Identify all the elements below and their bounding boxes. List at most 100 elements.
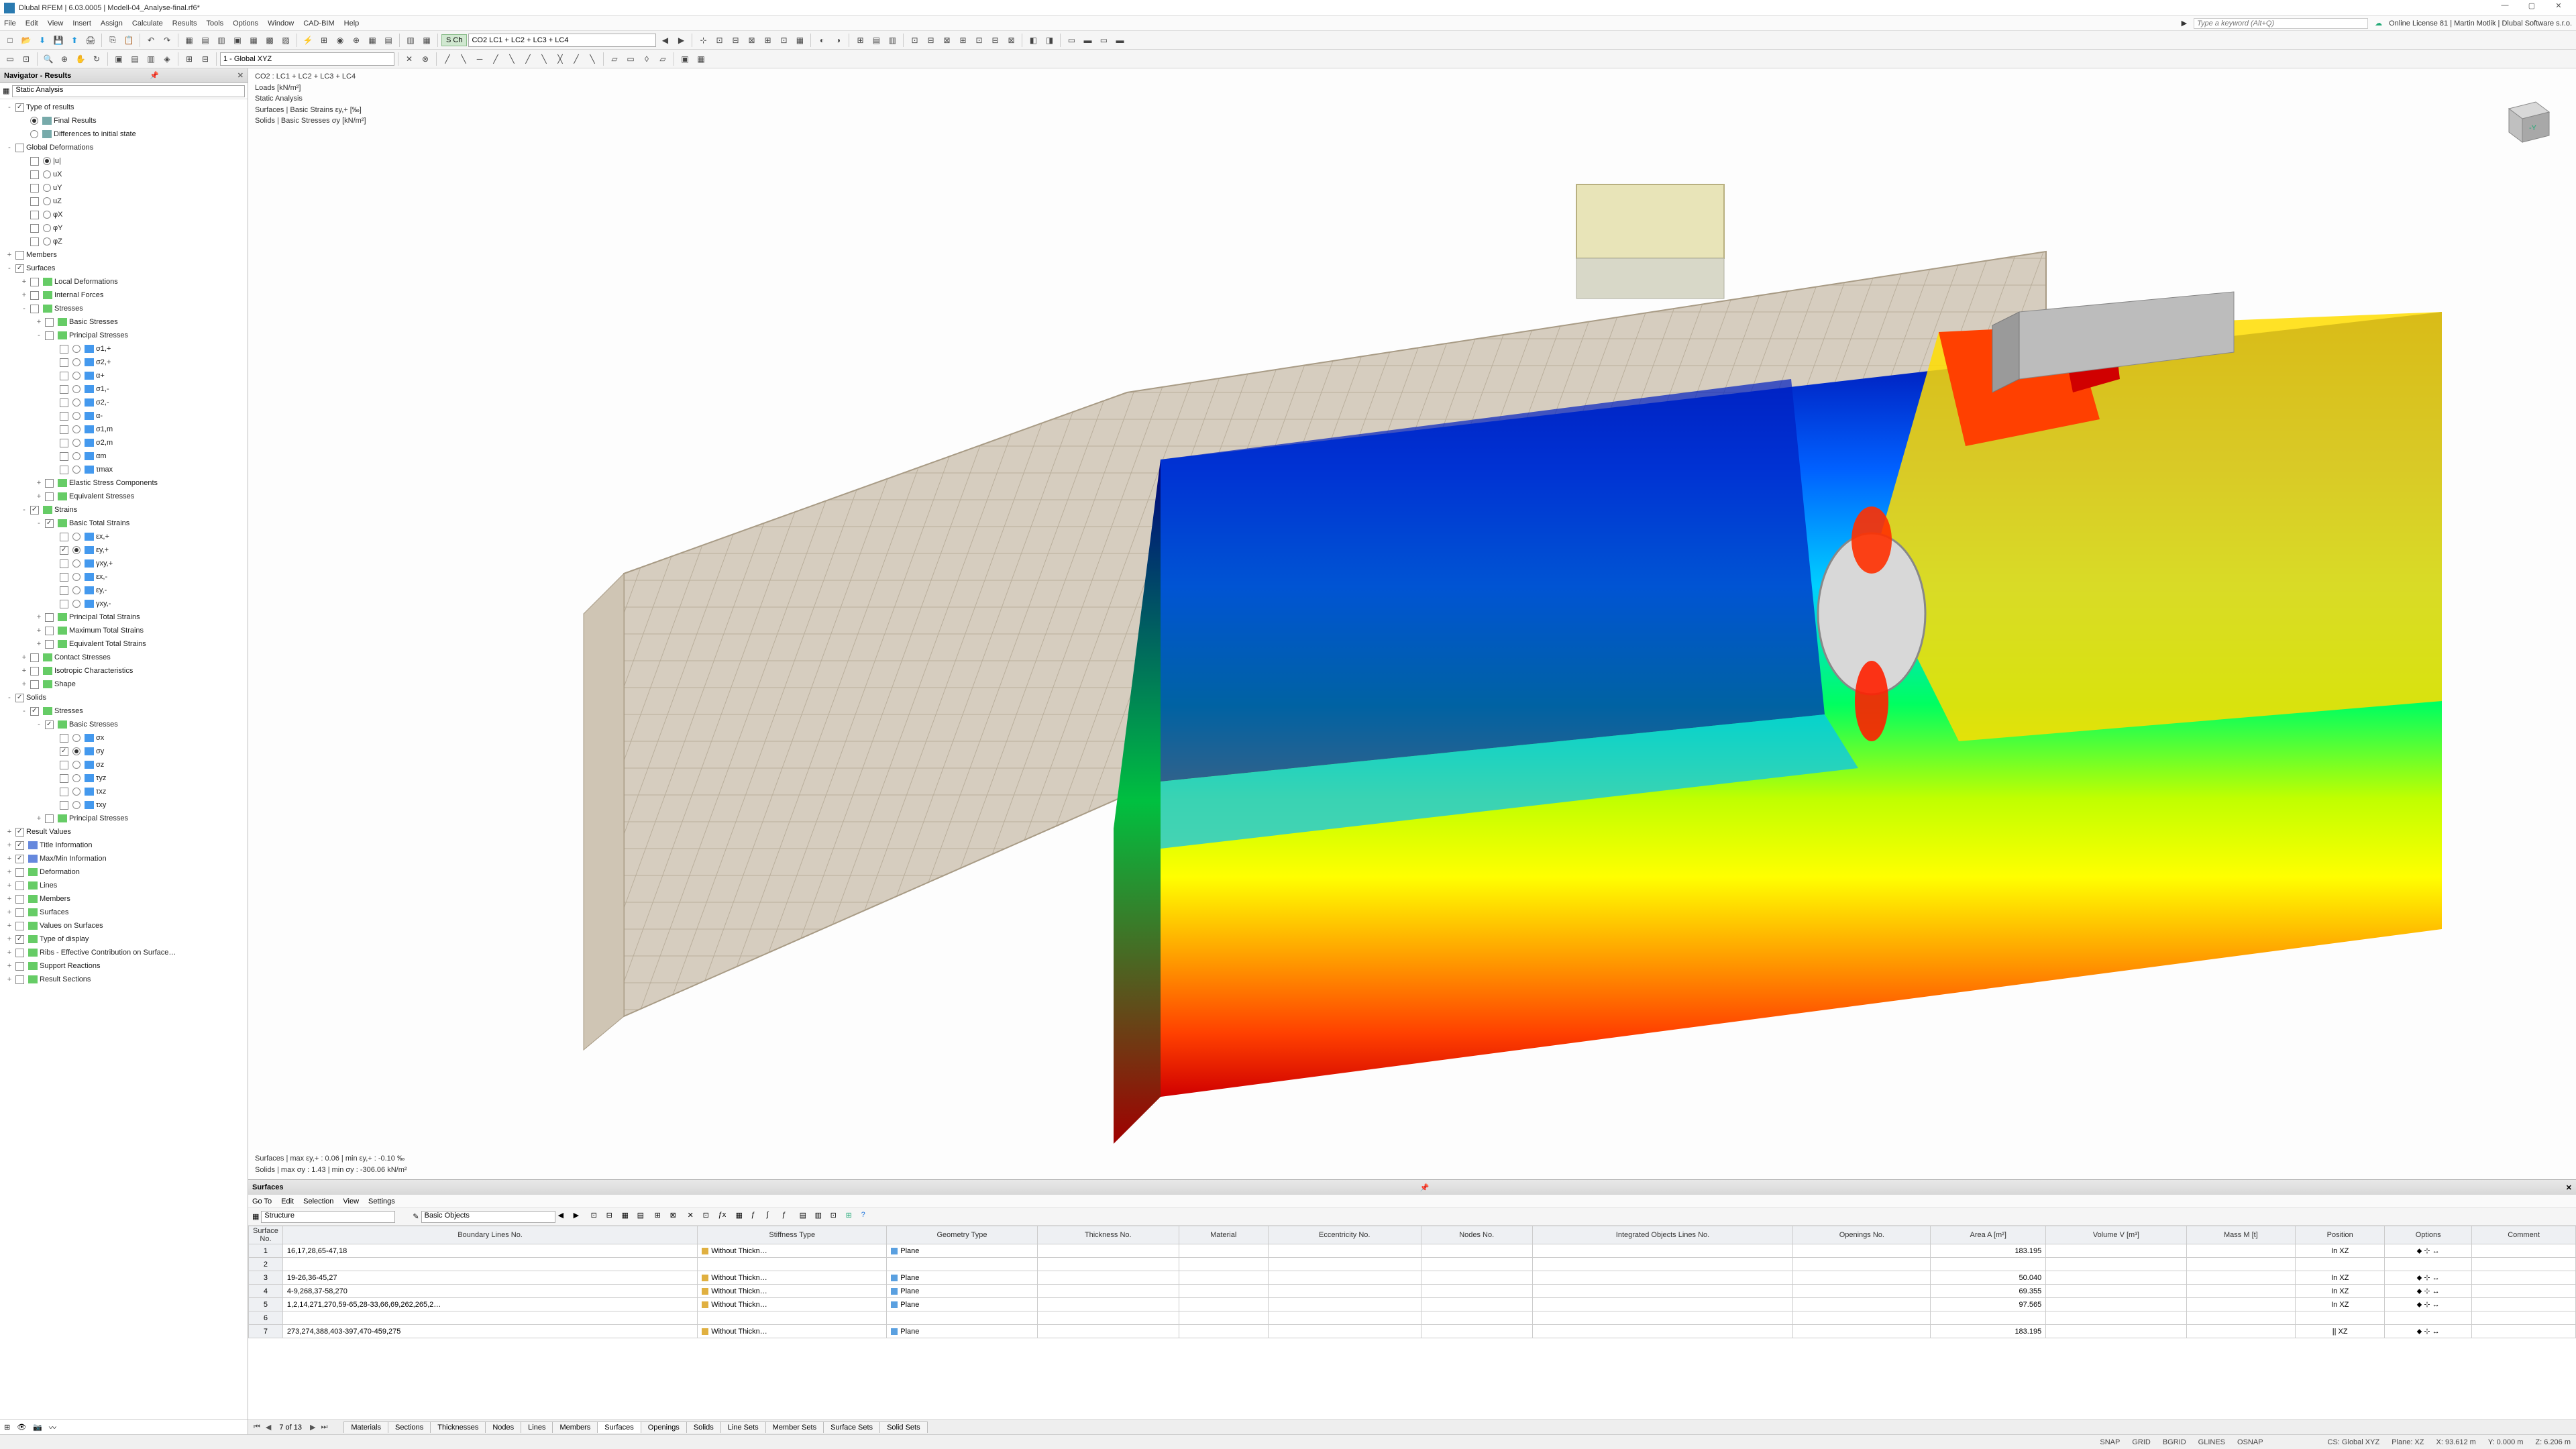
tree-row[interactable]: τxy [0, 798, 248, 812]
nav-tab-icon[interactable]: 📷 [33, 1423, 42, 1432]
delete-icon[interactable]: ✕ [687, 1210, 700, 1224]
menu-item[interactable]: Settings [368, 1197, 395, 1205]
tree-row[interactable]: +Equivalent Total Strains [0, 637, 248, 651]
menu-item[interactable]: File [4, 19, 16, 28]
tool-icon[interactable]: ▦ [792, 33, 807, 48]
bottom-tab[interactable]: Solids [686, 1421, 721, 1433]
tree-row[interactable]: σz [0, 758, 248, 771]
minimize-button[interactable]: — [2491, 1, 2518, 15]
tool-icon[interactable]: ƒx [718, 1210, 731, 1224]
view-icon[interactable]: ▤ [198, 33, 213, 48]
copy-icon[interactable]: ⎘ [105, 33, 120, 48]
tool-icon[interactable]: ◑ [830, 33, 845, 48]
tool-icon[interactable]: ◨ [1042, 33, 1057, 48]
tree-row[interactable]: +Title Information [0, 839, 248, 852]
help-icon[interactable]: ? [861, 1210, 874, 1224]
tree-row[interactable]: uY [0, 181, 248, 195]
print-icon[interactable]: 🖨 [83, 33, 98, 48]
view-icon[interactable]: ▣ [230, 33, 245, 48]
draw-line-icon[interactable]: ╳ [553, 52, 568, 66]
tree-row[interactable]: σy [0, 745, 248, 758]
grid-icon[interactable]: ⊞ [182, 52, 197, 66]
tree-row[interactable]: σ2,- [0, 396, 248, 409]
zoom-icon[interactable]: ⊕ [57, 52, 72, 66]
paste-icon[interactable]: 📋 [121, 33, 136, 48]
bottom-tab[interactable]: Solid Sets [879, 1421, 928, 1433]
next-icon[interactable]: ▶ [307, 1423, 318, 1432]
open-icon[interactable]: 📂 [19, 33, 34, 48]
tree-row[interactable]: εy,+ [0, 543, 248, 557]
tree-row[interactable]: φY [0, 221, 248, 235]
view-cube[interactable]: -Y [2496, 89, 2556, 149]
menu-item[interactable]: Insert [72, 19, 91, 28]
calc-icon[interactable]: ◉ [333, 33, 347, 48]
tool-icon[interactable]: ⊠ [669, 1210, 683, 1224]
tool-icon[interactable]: ƒ [751, 1210, 764, 1224]
view-icon[interactable]: ▦ [246, 33, 261, 48]
tool-icon[interactable]: ◧ [1026, 33, 1040, 48]
prev-icon[interactable]: ◀ [263, 1423, 274, 1432]
tool-icon[interactable]: ▦ [735, 1210, 749, 1224]
draw-shape-icon[interactable]: ▱ [655, 52, 670, 66]
first-icon[interactable]: ⏮ [251, 1423, 263, 1432]
pin-icon[interactable]: 📌 [1420, 1183, 1430, 1192]
nav-tab-icon[interactable]: 👁 [17, 1423, 26, 1432]
tool-icon[interactable]: ⊡ [776, 33, 791, 48]
menu-item[interactable]: Go To [252, 1197, 272, 1205]
tree-row[interactable]: σ1,m [0, 423, 248, 436]
tool-icon[interactable]: ▭ [1096, 33, 1111, 48]
tree-row[interactable]: +Local Deformations [0, 275, 248, 288]
menu-item[interactable]: Selection [303, 1197, 333, 1205]
tree-row[interactable]: σ2,m [0, 436, 248, 449]
tree-row[interactable]: σ1,- [0, 382, 248, 396]
tree-row[interactable]: +Internal Forces [0, 288, 248, 302]
bottom-tab[interactable]: Member Sets [765, 1421, 824, 1433]
col-header[interactable]: Surface No. [249, 1226, 283, 1244]
col-header[interactable]: Volume V [m³] [2046, 1226, 2186, 1244]
tool-icon[interactable]: ⊟ [987, 33, 1002, 48]
calc-icon[interactable]: ⚡ [301, 33, 315, 48]
bottom-tab[interactable]: Surface Sets [823, 1421, 880, 1433]
tree-row[interactable]: +Basic Stresses [0, 315, 248, 329]
prev-icon[interactable]: ◀ [557, 1210, 571, 1224]
tree-row[interactable]: εx,+ [0, 530, 248, 543]
tree-row[interactable]: +Maximum Total Strains [0, 624, 248, 637]
pan-icon[interactable]: ✋ [73, 52, 88, 66]
col-header[interactable]: Comment [2472, 1226, 2576, 1244]
bgrid-toggle[interactable]: BGRID [2163, 1438, 2186, 1446]
tree-row[interactable]: +Lines [0, 879, 248, 892]
tool-icon[interactable]: ƒ [782, 1210, 795, 1224]
tree-row[interactable]: -Basic Total Strains [0, 517, 248, 530]
draw-shape-icon[interactable]: ◊ [639, 52, 654, 66]
tree-row[interactable]: εy,- [0, 584, 248, 597]
cloud-open-icon[interactable]: ⬇ [35, 33, 50, 48]
tree-row[interactable]: τxz [0, 785, 248, 798]
col-header[interactable]: Position [2296, 1226, 2385, 1244]
tree-row[interactable]: +Elastic Stress Components [0, 476, 248, 490]
tree-row[interactable]: |u| [0, 154, 248, 168]
view-icon[interactable]: ▦ [182, 33, 197, 48]
tool-icon[interactable]: ⊹ [696, 33, 710, 48]
rotate-icon[interactable]: ↻ [89, 52, 104, 66]
tree-row[interactable]: -Surfaces [0, 262, 248, 275]
menu-item[interactable]: View [48, 19, 64, 28]
tool-icon[interactable]: ◐ [814, 33, 829, 48]
table-row[interactable]: 51,2,14,271,270,59-65,28-33,66,69,262,26… [249, 1298, 2576, 1311]
menu-item[interactable]: Assign [101, 19, 123, 28]
draw-line-icon[interactable]: ╲ [504, 52, 519, 66]
loadcase-combo[interactable]: CO2 LC1 + LC2 + LC3 + LC4 [468, 34, 656, 47]
results-icon[interactable]: ▥ [403, 33, 418, 48]
table-row[interactable]: 116,17,28,65-47,18Without Thickn…Plane18… [249, 1244, 2576, 1258]
tree-row[interactable]: -Stresses [0, 704, 248, 718]
draw-line-icon[interactable]: ╱ [521, 52, 535, 66]
tool-icon[interactable]: ⊡ [830, 1210, 843, 1224]
tool-icon[interactable]: ⊠ [744, 33, 759, 48]
nav-tab-icon[interactable]: 〰 [49, 1422, 56, 1433]
tool-icon[interactable]: ∫ [766, 1210, 780, 1224]
col-header[interactable]: Stiffness Type [698, 1226, 887, 1244]
tree-row[interactable]: +Principal Total Strains [0, 610, 248, 624]
calc-icon[interactable]: ⊕ [349, 33, 364, 48]
draw-icon[interactable]: ⊗ [418, 52, 433, 66]
col-header[interactable]: Mass M [t] [2186, 1226, 2296, 1244]
tool-icon[interactable]: ⊡ [907, 33, 922, 48]
